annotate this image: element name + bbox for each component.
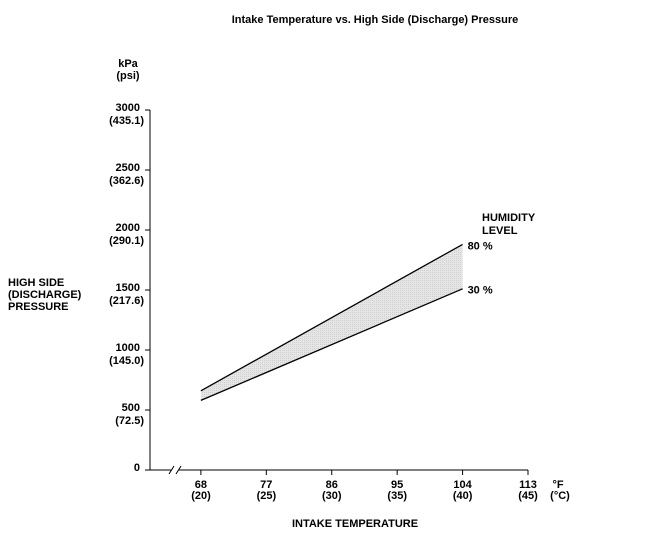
y2-tick-label: (290.1) bbox=[109, 235, 144, 247]
y2-tick-label: (362.6) bbox=[109, 175, 144, 187]
x2-tick-label: (25) bbox=[257, 490, 277, 502]
y-tick-label: 2500 bbox=[116, 162, 140, 174]
x2-tick-label: (30) bbox=[322, 490, 342, 502]
y-tick-label: 3000 bbox=[116, 102, 140, 114]
y2-tick-label: (72.5) bbox=[115, 415, 144, 427]
x2-tick-label: (20) bbox=[191, 490, 211, 502]
legend-title: LEVEL bbox=[482, 225, 518, 237]
y2-tick-label: (435.1) bbox=[109, 115, 144, 127]
x2-tick-label: (35) bbox=[387, 490, 407, 502]
y-axis-label: (DISCHARGE) bbox=[8, 289, 82, 301]
x-unit: °F bbox=[552, 479, 563, 491]
axis-break-gap bbox=[171, 464, 179, 476]
legend-title: HUMIDITY bbox=[482, 212, 536, 224]
x2-tick-label: (45) bbox=[518, 490, 538, 502]
y-axis-label: PRESSURE bbox=[8, 301, 69, 313]
series-label: 80 % bbox=[468, 240, 493, 252]
x-tick-label: 77 bbox=[260, 479, 272, 491]
y-tick-label: 1500 bbox=[116, 282, 140, 294]
y-tick-label: 2000 bbox=[116, 222, 140, 234]
x-tick-label: 113 bbox=[519, 479, 537, 491]
x-axis-label: INTAKE TEMPERATURE bbox=[292, 518, 418, 530]
x2-tick-label: (40) bbox=[453, 490, 473, 502]
y-tick-label: 0 bbox=[134, 462, 140, 474]
y-axis-label: HIGH SIDE bbox=[8, 277, 64, 289]
y-tick-label: 1000 bbox=[116, 342, 140, 354]
y2-tick-label: (145.0) bbox=[109, 355, 144, 367]
band bbox=[200, 244, 463, 401]
x-unit: (°C) bbox=[550, 490, 570, 502]
y-tick-label: 500 bbox=[122, 402, 140, 414]
y2-tick-label: (217.6) bbox=[109, 295, 144, 307]
chart-title: Intake Temperature vs. High Side (Discha… bbox=[232, 14, 519, 26]
x-tick-label: 86 bbox=[326, 479, 338, 491]
x-tick-label: 104 bbox=[453, 479, 472, 491]
axis-break bbox=[168, 465, 175, 475]
y-unit: kPa bbox=[118, 58, 138, 70]
y-unit: (psi) bbox=[116, 70, 140, 82]
series-line bbox=[200, 243, 463, 392]
series-line bbox=[200, 288, 463, 401]
x-tick-label: 95 bbox=[391, 479, 403, 491]
series-label: 30 % bbox=[468, 285, 493, 297]
x-tick-label: 68 bbox=[195, 479, 207, 491]
axis-break bbox=[175, 465, 182, 475]
